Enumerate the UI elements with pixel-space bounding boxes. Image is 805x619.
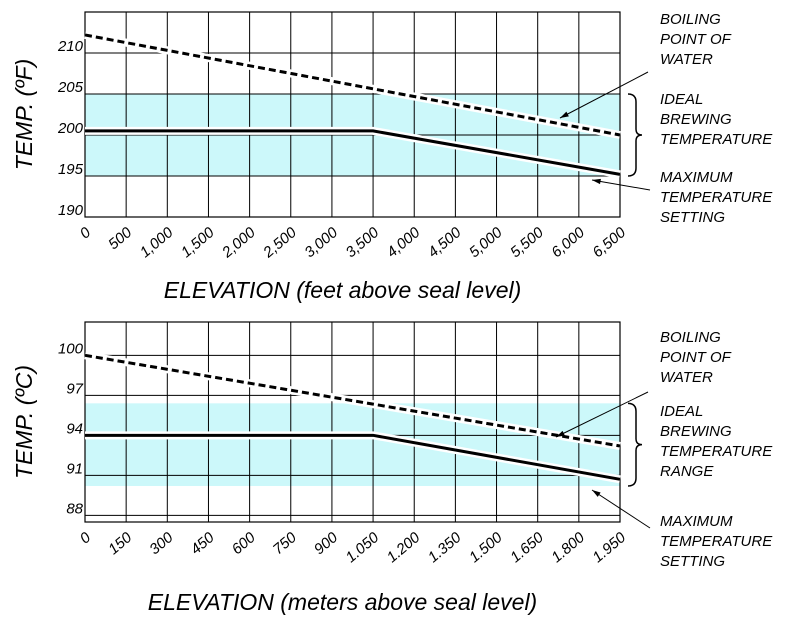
series-line: [85, 433, 621, 481]
x-axis-title: ELEVATION (feet above seal level): [164, 277, 522, 303]
x-tick-label: 3,000: [301, 224, 341, 262]
annotation: WATER: [660, 369, 713, 386]
x-tick-label: 300: [146, 529, 177, 559]
x-tick-label: 1.350: [425, 529, 465, 567]
annotation: BREWING: [660, 423, 732, 440]
y-tick-label: 210: [57, 38, 84, 55]
arrow-head: [556, 430, 565, 437]
annotation: TEMPERATURE: [660, 443, 773, 460]
x-tick-label: 3,500: [343, 224, 383, 262]
y-tick-label: 195: [58, 161, 84, 178]
x-tick-label: 6,000: [548, 224, 588, 262]
x-tick-label: 500: [105, 224, 136, 254]
x-tick-label: 2,000: [218, 224, 259, 262]
arrow-line: [591, 179, 651, 191]
x-tick-label: 1.650: [507, 529, 547, 567]
x-tick-label: 1.050: [343, 529, 383, 567]
y-tick-label: 100: [58, 340, 84, 357]
annotation: BOILING: [660, 329, 721, 346]
x-axis-title: ELEVATION (meters above seal level): [148, 589, 537, 615]
plot-frame: [84, 11, 621, 218]
annotation: TEMPERATURE: [660, 189, 773, 206]
brace: [627, 402, 643, 487]
arrow-line: [555, 391, 649, 438]
x-tick-label: 150: [105, 529, 136, 559]
x-tick-label: 1,500: [178, 224, 218, 262]
x-tick-label: 4,500: [425, 224, 465, 262]
annotation: IDEAL: [660, 91, 703, 108]
x-tick-label: 0: [77, 529, 95, 548]
x-tick-label: 4,000: [384, 224, 424, 262]
x-tick-label: 1.200: [384, 529, 424, 567]
y-tick-label: 88: [66, 500, 83, 517]
annotation: BREWING: [660, 111, 732, 128]
annotation: IDEAL: [660, 403, 703, 420]
x-tick-label: 900: [311, 529, 342, 559]
series-line: [84, 33, 621, 137]
x-tick-label: 5,500: [507, 224, 547, 262]
annotation: SETTING: [660, 209, 725, 226]
y-tick-label: 190: [58, 202, 84, 219]
x-tick-label: 6,500: [589, 224, 629, 262]
x-tick-label: 2,500: [259, 224, 300, 262]
y-tick-label: 94: [66, 420, 83, 437]
y-axis-title: TEMP. (ºF): [11, 59, 37, 170]
arrow-head: [560, 111, 569, 118]
arrow-line: [559, 71, 649, 119]
y-axis-title: TEMP. (ºC): [11, 365, 37, 479]
x-tick-label: 1.800: [548, 529, 588, 567]
annotation: TEMPERATURE: [660, 131, 773, 148]
arrow-head: [592, 178, 601, 185]
y-tick-label: 205: [57, 79, 84, 96]
annotation: POINT OF: [660, 31, 732, 48]
annotation: MAXIMUM: [660, 513, 733, 530]
x-tick-label: 5,000: [466, 224, 506, 262]
x-tick-label: 750: [270, 529, 301, 559]
arrow-head: [592, 490, 601, 497]
x-tick-label: 0: [77, 224, 95, 243]
annotation: POINT OF: [660, 349, 732, 366]
x-tick-label: 1.500: [466, 529, 506, 567]
annotation: SETTING: [660, 553, 725, 570]
ideal-band: [85, 403, 620, 486]
arrow-line: [591, 489, 651, 529]
y-tick-label: 200: [57, 120, 84, 137]
x-tick-label: 450: [187, 529, 218, 559]
y-tick-label: 91: [66, 460, 83, 477]
annotation: WATER: [660, 51, 713, 68]
annotation: MAXIMUM: [660, 169, 733, 186]
annotation: BOILING: [660, 11, 721, 28]
brace: [627, 93, 643, 177]
series-line: [85, 129, 621, 176]
y-tick-label: 97: [66, 380, 83, 397]
x-tick-label: 1.950: [589, 529, 629, 567]
annotation: RANGE: [660, 463, 714, 480]
annotation: TEMPERATURE: [660, 533, 773, 550]
plot-frame: [84, 321, 621, 523]
x-tick-label: 1,000: [137, 224, 177, 262]
series-line: [84, 353, 621, 448]
x-tick-label: 600: [229, 529, 260, 559]
